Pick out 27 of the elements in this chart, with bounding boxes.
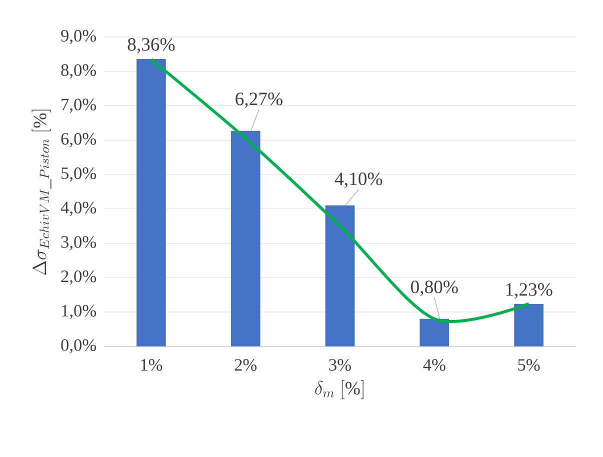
data-label: 0,80%	[411, 280, 458, 296]
y-tick-label: 8,0%	[61, 64, 96, 78]
x-tick-label: 3%	[329, 359, 351, 371]
y-tick-label: 1,0%	[62, 304, 96, 320]
bar	[136, 59, 166, 346]
x-tick-label: 1%	[141, 359, 162, 371]
x-tick-label: 5%	[518, 359, 540, 371]
y-tick-label: 5,0%	[62, 167, 96, 182]
data-label: 6,27%	[236, 92, 282, 108]
bar	[230, 130, 260, 346]
data-label: 4,10%	[334, 172, 382, 188]
y-tick-label: 9,0%	[61, 30, 96, 44]
data-label: 1,23%	[506, 283, 552, 298]
y-tick-label: 4,0%	[60, 202, 96, 216]
bar	[514, 304, 544, 346]
x-axis-title: $\delta_{m}\ [\%]$	[315, 380, 364, 400]
y-tick-label: 6,0%	[61, 133, 96, 148]
bar	[325, 205, 355, 346]
y-tick-label: 0,0%	[61, 339, 96, 354]
y-tick-label: 2,0%	[61, 270, 96, 285]
x-tick-label: 4%	[423, 359, 446, 371]
y-tick-label: 7,0%	[62, 98, 96, 113]
x-tick-label: 2%	[234, 359, 257, 371]
bar	[420, 318, 450, 346]
data-label: 8,36%	[128, 38, 175, 54]
y-axis-title: $\Delta\sigma_{EchivVM\_Piston}\ [\%]$	[32, 110, 52, 275]
y-tick-label: 3,0%	[61, 236, 96, 250]
